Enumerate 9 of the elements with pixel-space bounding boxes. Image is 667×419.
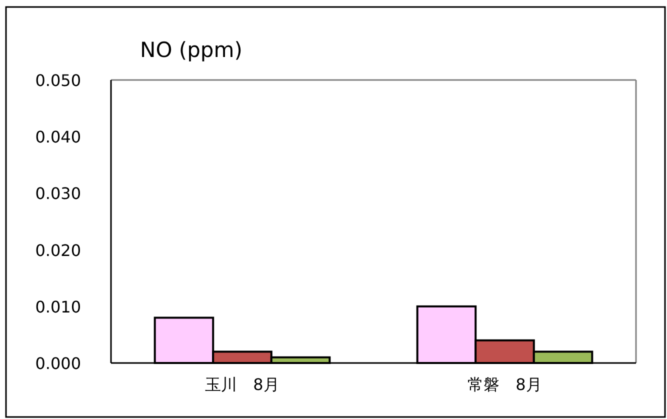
ytick: 0.050: [35, 71, 81, 90]
ytick: 0.000: [35, 354, 81, 373]
ytick: 0.010: [35, 297, 81, 316]
xtick: 玉川 8月: [205, 375, 280, 394]
ytick: 0.030: [35, 184, 81, 204]
title: NO (ppm): [140, 38, 242, 62]
ytick: 0.020: [35, 240, 81, 260]
xtick: 常磐 8月: [468, 375, 542, 394]
ytick: 0.040: [35, 128, 81, 147]
